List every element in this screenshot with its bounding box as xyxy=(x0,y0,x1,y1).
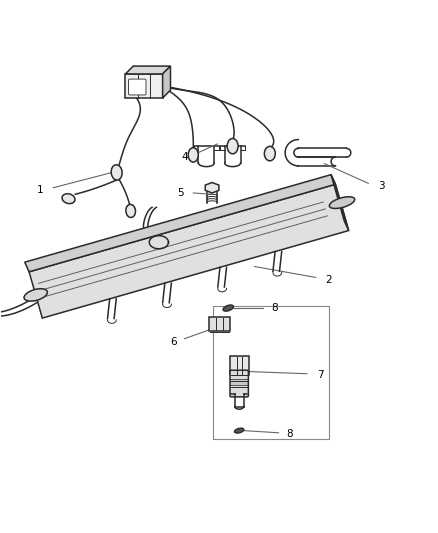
Polygon shape xyxy=(25,175,335,272)
FancyBboxPatch shape xyxy=(229,356,248,375)
FancyBboxPatch shape xyxy=(230,370,248,397)
Text: 1: 1 xyxy=(37,185,43,195)
Polygon shape xyxy=(205,182,219,193)
Ellipse shape xyxy=(126,204,135,217)
Polygon shape xyxy=(162,66,170,98)
Text: 8: 8 xyxy=(270,303,277,313)
Ellipse shape xyxy=(111,165,122,180)
Polygon shape xyxy=(29,184,348,318)
Ellipse shape xyxy=(223,305,233,311)
Text: 7: 7 xyxy=(316,369,323,379)
Ellipse shape xyxy=(62,193,75,204)
FancyBboxPatch shape xyxy=(128,79,146,95)
Polygon shape xyxy=(125,74,162,98)
Text: 2: 2 xyxy=(325,274,332,285)
Polygon shape xyxy=(330,175,348,231)
Polygon shape xyxy=(125,66,170,74)
Ellipse shape xyxy=(188,148,198,162)
FancyBboxPatch shape xyxy=(230,379,247,385)
Ellipse shape xyxy=(226,139,237,154)
Ellipse shape xyxy=(24,289,47,301)
Text: 5: 5 xyxy=(177,188,183,198)
Text: 8: 8 xyxy=(286,429,292,439)
Ellipse shape xyxy=(234,428,244,433)
Text: 6: 6 xyxy=(170,337,177,347)
Text: 4: 4 xyxy=(181,152,187,162)
FancyBboxPatch shape xyxy=(208,317,230,331)
Ellipse shape xyxy=(328,197,354,208)
Ellipse shape xyxy=(264,147,275,161)
Text: 3: 3 xyxy=(377,181,384,190)
